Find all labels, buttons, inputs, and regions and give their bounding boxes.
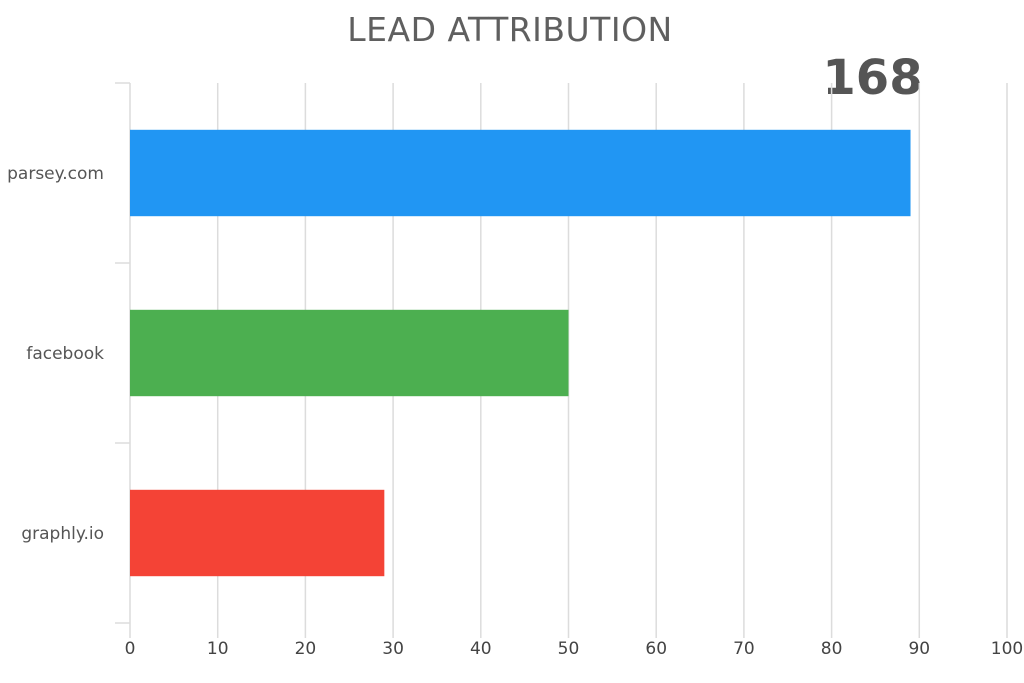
y-category-label: graphly.io [21,524,104,544]
total-count: 168 [822,50,923,106]
x-tick-label: 30 [382,639,404,659]
bar-parsey-com [130,129,911,217]
axes: 0 10 20 30 40 50 60 70 80 90 100 parsey.com facebook… [7,82,1023,659]
x-tick-label: 0 [125,639,136,659]
x-tick-label: 60 [645,639,667,659]
x-tick-label: 100 [991,639,1023,659]
x-tick-label: 80 [821,639,843,659]
x-tick-label: 50 [558,639,580,659]
bars [130,129,911,577]
bar-facebook [130,309,569,397]
x-tick-label: 70 [733,639,755,659]
bar-graphly-io [130,489,385,577]
y-category-label: parsey.com [7,164,104,184]
x-tick-label: 20 [295,639,317,659]
chart-title: LEAD ATTRIBUTION [347,10,673,49]
y-category-label: facebook [26,344,104,364]
x-tick-label: 40 [470,639,492,659]
x-tick-label: 10 [207,639,229,659]
x-tick-label: 90 [908,639,930,659]
